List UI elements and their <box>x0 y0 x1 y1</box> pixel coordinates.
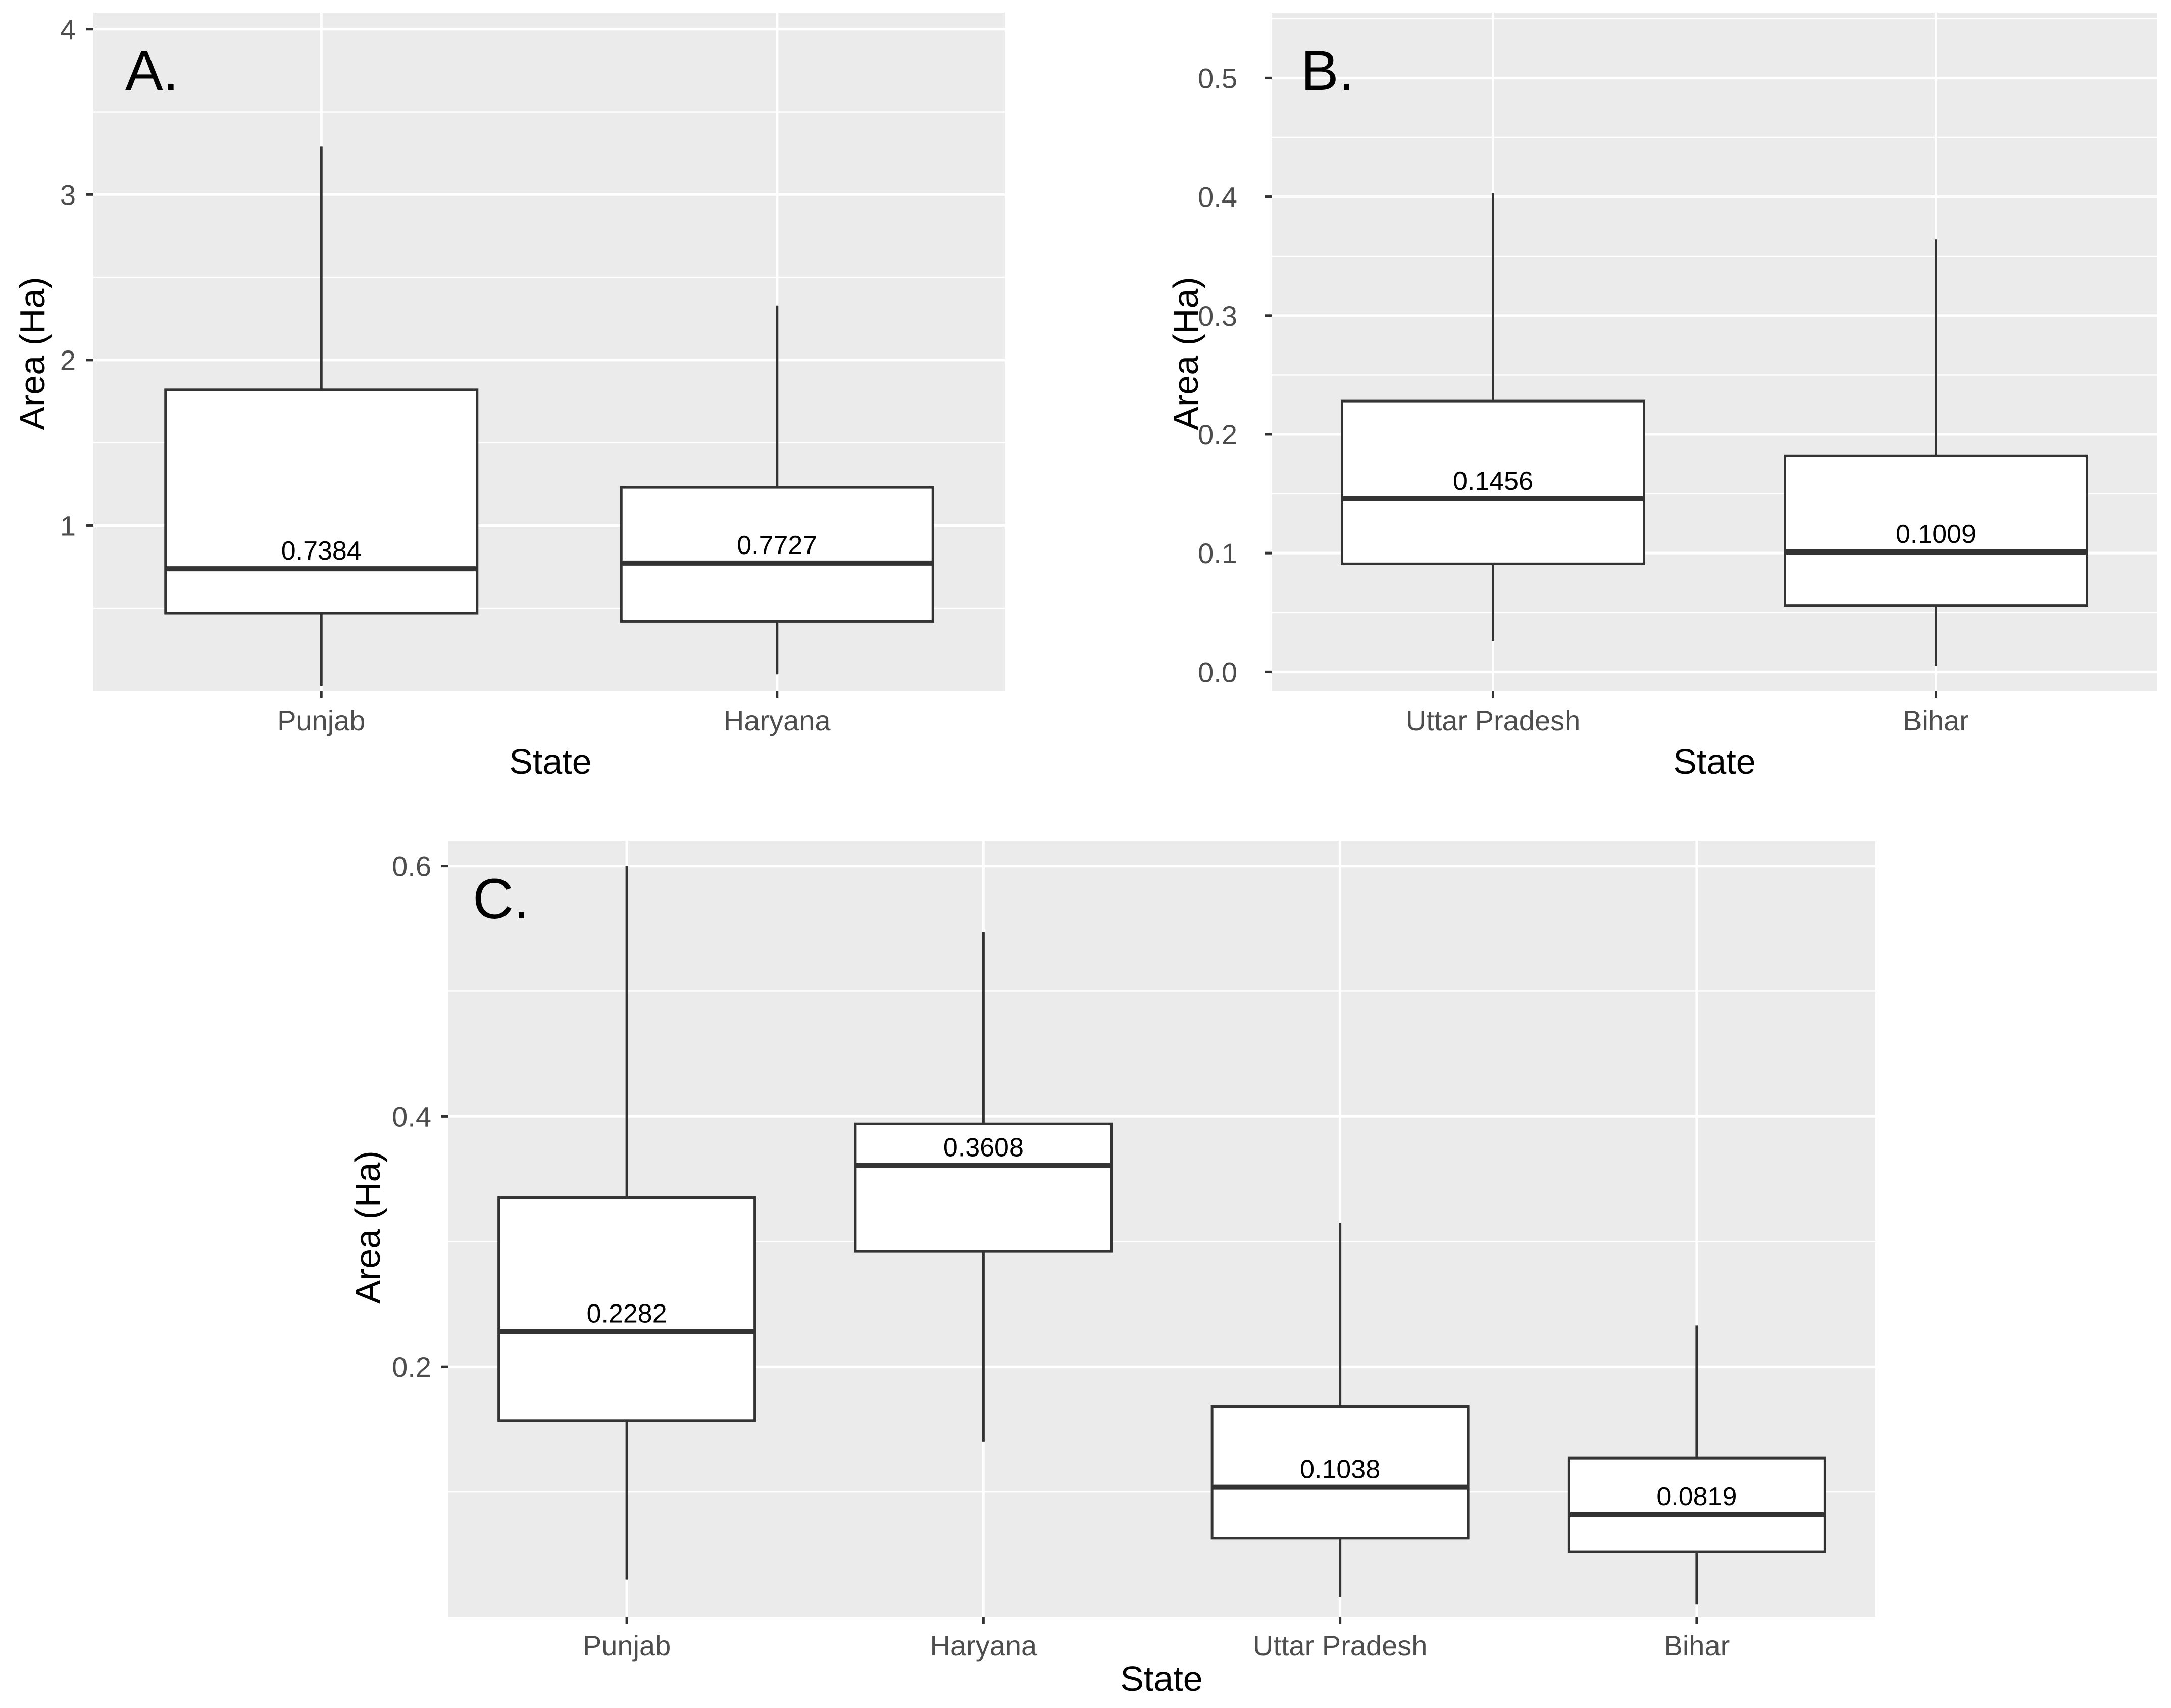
x-tick-label: Punjab <box>277 705 365 736</box>
boxplot-haryana: 0.7727 <box>620 305 934 675</box>
y-tick-label: 0.2 <box>392 1351 431 1383</box>
y-tick-label: 0.3 <box>1198 300 1237 332</box>
y-tick-label: 0.2 <box>1198 419 1237 450</box>
y-axis-title: Area (Ha) <box>13 277 52 430</box>
panel-label: C. <box>473 867 529 930</box>
boxplot-bihar: 0.0819 <box>1567 1325 1826 1605</box>
iqr-box <box>1210 1405 1470 1540</box>
iqr-box <box>1784 454 2088 607</box>
boxplot-uttar-pradesh: 0.1456 <box>1341 193 1645 641</box>
median-label: 0.1456 <box>1453 467 1533 496</box>
plot-area: 1 2 3 4 Punjab Haryana 0.7384 0.7727 <box>60 13 1005 736</box>
y-tick-label: 0.5 <box>1198 62 1237 94</box>
boxplot-punjab: 0.7384 <box>164 146 479 686</box>
y-tick-label: 0.4 <box>392 1100 431 1132</box>
x-tick-label: Haryana <box>724 705 831 736</box>
y-tick-label: 1 <box>60 510 76 541</box>
x-tick-label: Haryana <box>930 1630 1038 1662</box>
boxplot-bihar: 0.1009 <box>1784 239 2088 666</box>
x-tick-label: Uttar Pradesh <box>1406 705 1581 736</box>
y-tick-label: 0.6 <box>392 850 431 882</box>
panel-label: A. <box>125 39 179 102</box>
median-label: 0.7727 <box>737 531 817 560</box>
median-label: 0.7384 <box>281 536 362 566</box>
panel-c: 0.2 0.4 0.6 Punjab Haryana Uttar Pradesh Bihar… <box>348 841 1875 1698</box>
y-axis-title: Area (Ha) <box>1166 277 1205 430</box>
y-tick-label: 4 <box>60 14 76 45</box>
iqr-box <box>164 388 479 615</box>
x-tick-label: Uttar Pradesh <box>1253 1630 1428 1662</box>
median-label: 0.2282 <box>587 1299 667 1328</box>
boxplot-uttar-pradesh: 0.1038 <box>1210 1223 1470 1597</box>
y-tick-label: 3 <box>60 179 76 211</box>
panel-label: B. <box>1301 39 1354 102</box>
y-axis-title: Area (Ha) <box>348 1150 387 1303</box>
x-tick-label: Punjab <box>583 1630 671 1662</box>
y-tick-label: 0.4 <box>1198 181 1237 213</box>
y-tick-label: 2 <box>60 344 76 376</box>
median-label: 0.3608 <box>943 1133 1024 1163</box>
plot-area: 0.0 0.1 0.2 0.3 0.4 0.5 Uttar Pradesh Bihar 0.14… <box>1198 13 2157 736</box>
plot-area: 0.2 0.4 0.6 Punjab Haryana Uttar Pradesh Bihar… <box>392 841 1875 1662</box>
x-axis-title: State <box>509 742 591 781</box>
iqr-box <box>1341 399 1645 565</box>
panel-b: 0.0 0.1 0.2 0.3 0.4 0.5 Uttar Pradesh Bihar 0.14… <box>1166 13 2157 781</box>
iqr-box <box>1567 1456 1826 1553</box>
y-tick-label: 0.1 <box>1198 537 1237 569</box>
y-tick-label: 0.0 <box>1198 656 1237 688</box>
iqr-box <box>620 486 934 623</box>
panel-a: 1 2 3 4 Punjab Haryana 0.7384 0.7727 A. State Ar… <box>13 13 1005 781</box>
iqr-box <box>497 1196 756 1422</box>
x-axis-title: State <box>1120 1659 1202 1698</box>
iqr-box <box>854 1122 1113 1253</box>
boxplot-haryana: 0.3608 <box>854 932 1113 1442</box>
boxplot-punjab: 0.2282 <box>497 866 756 1580</box>
x-axis-title: State <box>1673 742 1755 781</box>
median-label: 0.0819 <box>1656 1482 1737 1512</box>
x-tick-label: Bihar <box>1664 1630 1730 1662</box>
median-label: 0.1038 <box>1300 1455 1380 1484</box>
x-tick-label: Bihar <box>1903 705 1969 736</box>
median-label: 0.1009 <box>1896 520 1976 549</box>
